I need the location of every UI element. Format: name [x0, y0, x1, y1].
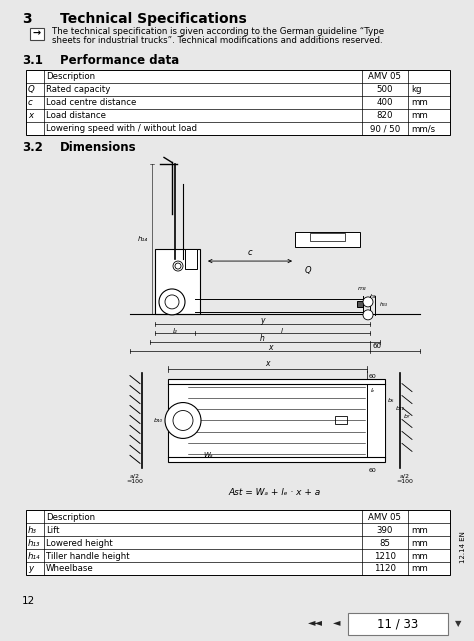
- Text: 60: 60: [373, 343, 382, 349]
- Text: l₂: l₂: [173, 328, 177, 334]
- Text: h₃: h₃: [370, 294, 376, 299]
- Text: 820: 820: [377, 111, 393, 120]
- Text: The technical specification is given according to the German guideline “Type: The technical specification is given acc…: [52, 27, 384, 36]
- Text: 400: 400: [377, 98, 393, 107]
- Text: ▼: ▼: [455, 619, 461, 628]
- Text: ◄◄: ◄◄: [308, 617, 322, 627]
- Text: 11 / 33: 11 / 33: [377, 617, 419, 630]
- Text: AMV 05: AMV 05: [368, 72, 401, 81]
- Text: h₃₃: h₃₃: [380, 303, 388, 308]
- Text: Description: Description: [46, 513, 95, 522]
- Text: h₁₄: h₁₄: [28, 551, 40, 560]
- Text: Dimensions: Dimensions: [60, 142, 137, 154]
- Bar: [335, 417, 347, 424]
- Text: 60: 60: [369, 374, 377, 379]
- Text: x: x: [28, 111, 33, 120]
- Text: c: c: [248, 248, 252, 257]
- Circle shape: [175, 263, 181, 269]
- Text: mm: mm: [411, 98, 428, 107]
- Text: h₁₄: h₁₄: [138, 236, 148, 242]
- Text: 3: 3: [22, 12, 32, 26]
- Text: m₂: m₂: [358, 287, 366, 292]
- Text: mm: mm: [411, 565, 428, 574]
- Bar: [26, 70, 450, 135]
- Text: 1210: 1210: [374, 551, 396, 560]
- Text: Wheelbase: Wheelbase: [46, 565, 94, 574]
- Text: a/2: a/2: [400, 473, 410, 478]
- Text: kg: kg: [411, 85, 421, 94]
- Text: Q: Q: [305, 266, 311, 275]
- Text: mm: mm: [411, 538, 428, 547]
- Text: Load distance: Load distance: [46, 111, 106, 120]
- Text: b₁₁: b₁₁: [396, 406, 405, 411]
- Text: h: h: [260, 334, 265, 343]
- Text: 90 / 50: 90 / 50: [370, 124, 400, 133]
- Text: =100: =100: [127, 479, 144, 484]
- Text: 60: 60: [369, 469, 377, 473]
- Text: Lowering speed with / without load: Lowering speed with / without load: [46, 124, 197, 133]
- Text: h₃: h₃: [28, 526, 37, 535]
- Text: x: x: [268, 343, 272, 352]
- Text: a/2: a/2: [130, 473, 140, 478]
- Text: mm: mm: [411, 526, 428, 535]
- Text: 3.1: 3.1: [22, 54, 43, 67]
- Text: Description: Description: [46, 72, 95, 81]
- Circle shape: [363, 310, 373, 320]
- Text: Wₐ: Wₐ: [203, 453, 213, 458]
- Circle shape: [173, 261, 183, 271]
- Bar: [357, 301, 363, 307]
- Text: sheets for industrial trucks”. Technical modifications and additions reserved.: sheets for industrial trucks”. Technical…: [52, 36, 383, 45]
- Bar: [367, 383, 385, 457]
- Text: →: →: [33, 28, 41, 38]
- Text: mm: mm: [411, 551, 428, 560]
- Text: =100: =100: [397, 479, 413, 484]
- Text: Ast = Wₐ + lₑ · x + a: Ast = Wₐ + lₑ · x + a: [229, 488, 321, 497]
- Text: ◄: ◄: [333, 617, 341, 627]
- Text: 12: 12: [22, 596, 35, 606]
- Bar: [310, 233, 345, 241]
- Text: 12.14 EN: 12.14 EN: [460, 531, 466, 563]
- Text: mm: mm: [411, 111, 428, 120]
- Bar: [185, 249, 197, 269]
- Text: 1120: 1120: [374, 565, 396, 574]
- Text: 85: 85: [380, 538, 391, 547]
- Text: b₁₀: b₁₀: [154, 418, 163, 423]
- Text: Performance data: Performance data: [60, 54, 179, 67]
- Text: AMV 05: AMV 05: [368, 513, 401, 522]
- Bar: [30, 28, 44, 40]
- Text: mm/s: mm/s: [411, 124, 435, 133]
- Text: x: x: [265, 359, 270, 368]
- Text: 500: 500: [377, 85, 393, 94]
- Text: 390: 390: [377, 526, 393, 535]
- Text: h₁₃: h₁₃: [28, 538, 40, 547]
- Bar: [168, 379, 385, 462]
- Circle shape: [165, 295, 179, 309]
- Circle shape: [363, 297, 373, 307]
- Text: Tiller handle height: Tiller handle height: [46, 551, 129, 560]
- Text: Lowered height: Lowered height: [46, 538, 113, 547]
- Text: y: y: [260, 316, 265, 325]
- Bar: [295, 232, 360, 247]
- Text: y: y: [28, 565, 33, 574]
- Bar: [348, 613, 448, 635]
- Text: b₅: b₅: [388, 398, 394, 403]
- Text: Rated capacity: Rated capacity: [46, 85, 110, 94]
- Text: b₇: b₇: [404, 414, 410, 419]
- Text: c: c: [28, 98, 33, 107]
- Bar: [155, 249, 200, 314]
- Circle shape: [165, 403, 201, 438]
- Text: Lift: Lift: [46, 526, 60, 535]
- Text: l: l: [281, 328, 283, 334]
- Text: Load centre distance: Load centre distance: [46, 98, 137, 107]
- Text: Technical Specifications: Technical Specifications: [60, 12, 247, 26]
- Text: Q: Q: [28, 85, 35, 94]
- Text: lₑ: lₑ: [371, 388, 375, 393]
- Circle shape: [173, 410, 193, 431]
- Text: 3.2: 3.2: [22, 142, 43, 154]
- Bar: [26, 510, 450, 575]
- Circle shape: [159, 289, 185, 315]
